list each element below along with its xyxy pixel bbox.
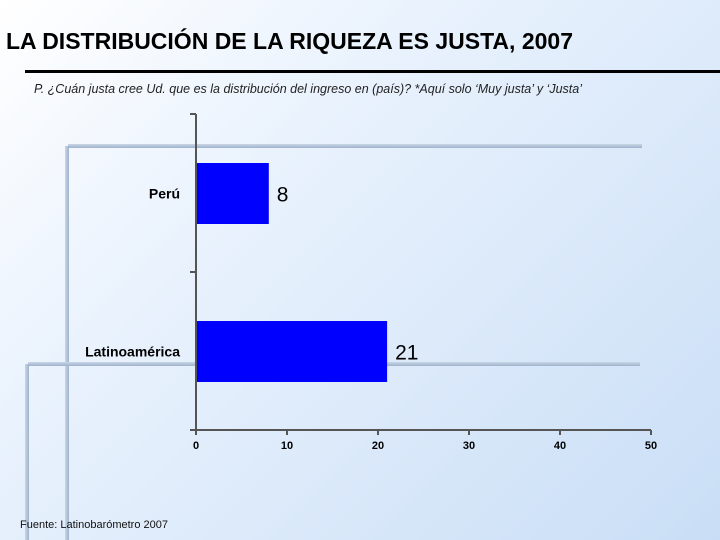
x-tick-label-0: 0: [193, 440, 199, 452]
axes: 0 10 20 30 40 50: [190, 113, 657, 452]
source-note: Fuente: Latinobarómetro 2007: [20, 519, 168, 531]
x-tick-label-20: 20: [372, 440, 384, 452]
decorative-line-top: [68, 144, 642, 148]
category-label-peru: Perú: [149, 186, 180, 202]
x-tick-label-10: 10: [281, 440, 293, 452]
decorative-line-left: [65, 146, 69, 540]
category-label-latinoamerica: Latinoamérica: [85, 344, 180, 360]
decorative-line-left-lower: [25, 364, 29, 540]
title-divider: [25, 70, 720, 73]
slide-title: LA DISTRIBUCIÓN DE LA RIQUEZA ES JUSTA, …: [6, 28, 573, 54]
bar-latinoamerica: [196, 321, 388, 382]
survey-question: P. ¿Cuán justa cree Ud. que es la distri…: [34, 82, 582, 96]
bar-peru: [196, 163, 269, 224]
value-label-latinoamerica: 21: [395, 342, 418, 365]
x-tick-label-50: 50: [645, 440, 657, 452]
value-label-peru: 8: [277, 184, 289, 207]
x-tick-label-40: 40: [554, 440, 566, 452]
bars: Perú 8 Latinoamérica 21: [85, 163, 418, 382]
x-tick-label-30: 30: [463, 440, 475, 452]
